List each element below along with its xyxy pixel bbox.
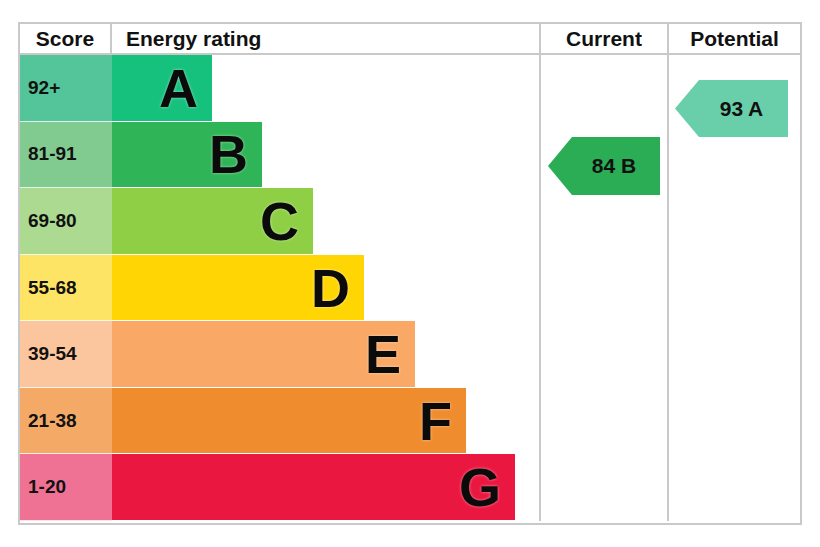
potential-rating-arrow: 93 A — [675, 80, 788, 137]
band-bar: D — [112, 255, 364, 321]
band-letter: F — [419, 394, 452, 448]
current-column-cell — [539, 388, 669, 455]
band-letter: B — [209, 127, 248, 181]
band-score-range: 81-91 — [20, 122, 112, 189]
band-row-g: 1-20 G — [20, 454, 800, 521]
score-column-header: Score — [20, 24, 112, 53]
band-row-b: 81-91 B — [20, 122, 800, 189]
energy-rating-column-header: Energy rating — [112, 24, 539, 53]
band-row-d: 55-68 D — [20, 255, 800, 322]
band-bar: E — [112, 321, 415, 387]
energy-rating-table: Score Energy rating Current Potential 92… — [18, 22, 802, 525]
band-row-e: 39-54 E — [20, 321, 800, 388]
band-score-range: 92+ — [20, 55, 112, 122]
potential-column-cell — [669, 321, 800, 388]
current-column-cell — [539, 255, 669, 322]
current-column-cell — [539, 321, 669, 388]
band-letter: D — [311, 261, 350, 315]
potential-column-cell — [669, 255, 800, 322]
band-score-range: 21-38 — [20, 388, 112, 455]
band-bar-cell: G — [112, 454, 539, 521]
potential-column-header: Potential — [669, 24, 800, 53]
potential-column-cell — [669, 454, 800, 521]
table-header-row: Score Energy rating Current Potential — [20, 24, 800, 55]
current-column-cell — [539, 454, 669, 521]
band-letter: E — [365, 327, 401, 381]
band-rows: 92+ A 81-91 B 69-80 C 55-68 D 39-54 E 21-38 F 1-20 G — [20, 55, 800, 521]
band-bar: F — [112, 388, 466, 454]
band-score-range: 55-68 — [20, 255, 112, 322]
band-bar: C — [112, 188, 313, 254]
band-score-range: 1-20 — [20, 454, 112, 521]
band-letter: A — [159, 61, 198, 115]
potential-column-cell — [669, 188, 800, 255]
band-bar-cell: A — [112, 55, 539, 122]
band-score-range: 69-80 — [20, 188, 112, 255]
band-bar: G — [112, 454, 515, 520]
band-bar-cell: D — [112, 255, 539, 322]
current-column-cell — [539, 188, 669, 255]
band-bar: A — [112, 55, 212, 121]
band-bar-cell: B — [112, 122, 539, 189]
potential-column-cell — [669, 388, 800, 455]
band-letter: G — [459, 460, 501, 514]
current-column-cell — [539, 55, 669, 122]
band-row-c: 69-80 C — [20, 188, 800, 255]
current-column-header: Current — [539, 24, 669, 53]
band-score-range: 39-54 — [20, 321, 112, 388]
band-bar-cell: C — [112, 188, 539, 255]
band-letter: C — [260, 194, 299, 248]
potential-rating-label: 93 A — [720, 97, 764, 121]
band-bar-cell: F — [112, 388, 539, 455]
current-rating-label: 84 B — [592, 154, 636, 178]
epc-energy-rating-chart: Score Energy rating Current Potential 92… — [0, 0, 820, 547]
band-bar: B — [112, 122, 262, 188]
band-bar-cell: E — [112, 321, 539, 388]
band-row-f: 21-38 F — [20, 388, 800, 455]
